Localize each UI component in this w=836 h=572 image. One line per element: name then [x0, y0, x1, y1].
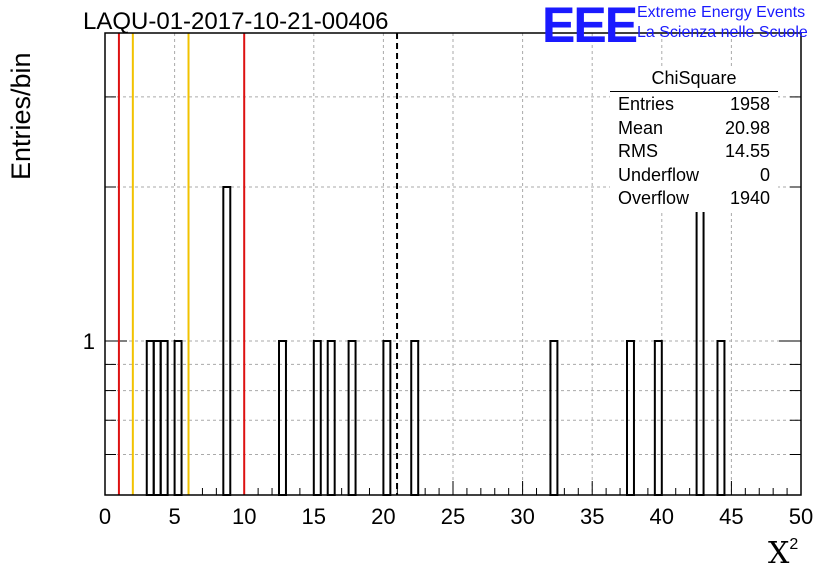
x-tick-label: 45	[719, 504, 743, 529]
y-axis-label: Entries/bin	[6, 52, 36, 180]
x-tick-label: 40	[650, 504, 674, 529]
stats-label: Overflow	[618, 188, 690, 208]
stats-row: Overflow 1940	[610, 188, 778, 212]
x-tick-label: 15	[302, 504, 326, 529]
y-tick-labels: 1	[83, 329, 95, 354]
x-tick-label: 25	[441, 504, 465, 529]
x-tick-label: 5	[168, 504, 180, 529]
plot-frame	[104, 32, 802, 496]
stats-row: Underflow 0	[610, 165, 778, 189]
eee-logo: EEE	[542, 0, 638, 53]
x-tick-labels: 0 5 10 15 20 25 30 35 40 45 50	[99, 504, 813, 529]
x-axis-label: X2	[768, 536, 798, 571]
logo-line-2: La Scienza nelle Scuole	[637, 24, 808, 41]
x-tick-label: 10	[232, 504, 256, 529]
stats-row: Entries 1958	[610, 94, 778, 118]
stats-value: 0	[759, 164, 770, 185]
y-tick-label: 1	[83, 329, 95, 354]
x-tick-label: 35	[580, 504, 604, 529]
stats-box: ChiSquare Entries 1958 Mean 20.98 RMS 14.55…	[610, 68, 778, 212]
stats-title: ChiSquare	[610, 68, 778, 92]
stats-row: Mean 20.98	[610, 118, 778, 142]
stats-label: Underflow	[618, 164, 700, 185]
x-tick-label: 20	[371, 504, 395, 529]
x-tick-label: 50	[789, 504, 813, 529]
chart-title: LAQU-01-2017-10-21-00406	[83, 8, 389, 35]
logo-line-1: Extreme Energy Events	[637, 4, 806, 21]
x-axis-label-base: X	[768, 536, 790, 571]
stats-label: Entries	[618, 94, 675, 114]
stats-value: 1940	[729, 188, 770, 208]
x-axis-label-exponent: 2	[789, 536, 799, 553]
plot-border	[104, 32, 802, 496]
reference-lines	[117, 33, 399, 495]
x-tick-label: 30	[510, 504, 534, 529]
x-tick-label: 0	[99, 504, 111, 529]
stats-value: 20.98	[724, 117, 770, 138]
stats-label: Mean	[618, 117, 664, 138]
stats-value: 1958	[729, 94, 770, 114]
stats-row: RMS 14.55	[610, 141, 778, 165]
stats-value: 14.55	[724, 141, 770, 161]
stats-label: RMS	[618, 141, 658, 161]
